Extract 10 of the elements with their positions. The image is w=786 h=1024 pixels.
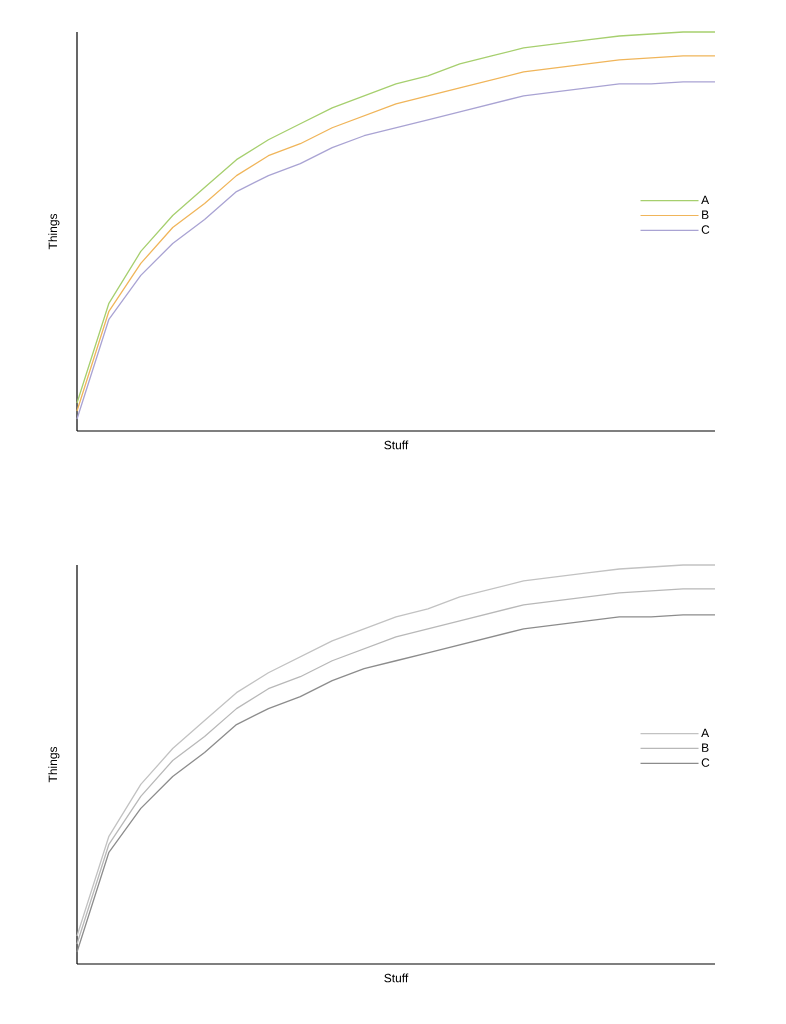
y-axis-title: Things — [48, 213, 60, 250]
legend-label: C — [701, 758, 710, 767]
y-axis-title: Things — [48, 746, 60, 783]
legend-label: A — [701, 728, 710, 738]
legend-label: A — [701, 195, 710, 205]
legend-label: C — [701, 225, 710, 234]
x-axis-title: Stuff — [384, 973, 409, 983]
legend-label: B — [702, 743, 709, 752]
x-axis-title: Stuff — [384, 440, 409, 450]
legend-label: B — [702, 210, 709, 219]
